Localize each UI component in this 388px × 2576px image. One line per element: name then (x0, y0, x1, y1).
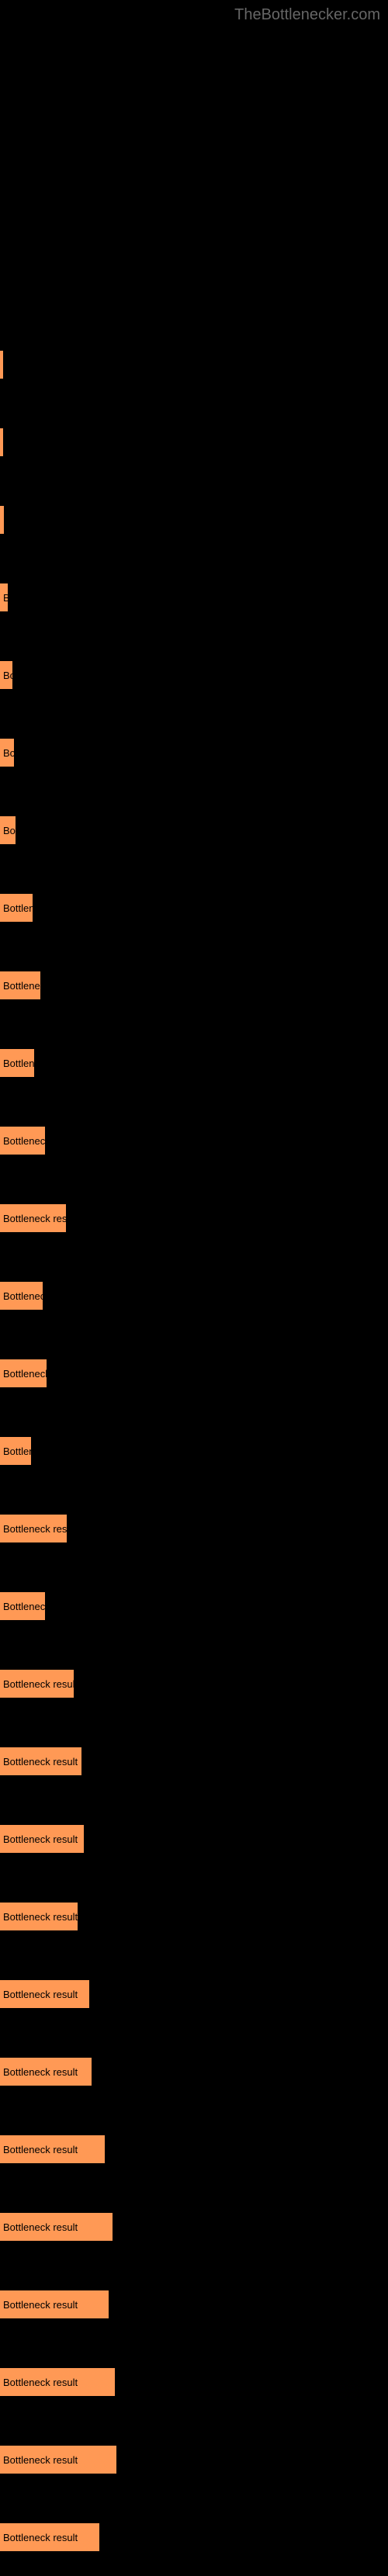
bar-row: Bottleneck result (0, 1645, 388, 1723)
bar-row: Bottlenec (0, 1024, 388, 1102)
chart-bar: Bottleneck result (0, 2135, 105, 2163)
chart-bar: Bo (0, 739, 14, 767)
chart-bar: Bottleneck result (0, 2213, 113, 2241)
chart-bar: Bottleneck result (0, 1903, 78, 1930)
chart-bar: B (0, 583, 8, 611)
chart-bar: Bottleneck res (0, 1592, 45, 1620)
chart-bar: Bottleneck result (0, 1825, 84, 1853)
chart-bar: Bottleneck result (0, 1747, 81, 1775)
bar-row: Bottleneck res (0, 1102, 388, 1179)
chart-bar: Bottleneck re (0, 1282, 43, 1310)
chart-bar: Bottleneck result (0, 2368, 115, 2396)
chart-bar: Bottleneck result (0, 1670, 74, 1698)
bar-row: Bo (0, 791, 388, 869)
bar-row: Bottleneck result (0, 1878, 388, 1955)
bar-row (0, 481, 388, 559)
chart-bar: Bottlen (0, 894, 33, 922)
bar-row: Bottleneck (0, 1412, 388, 1490)
chart-bar: Bottleneck result (0, 2446, 116, 2474)
watermark-text: TheBottlenecker.com (234, 6, 380, 24)
bar-row: Bottleneck result (0, 1723, 388, 1800)
chart-bar: Bottleneck result (0, 2058, 92, 2086)
bar-row: Bo (0, 714, 388, 791)
bar-row: Bottleneck result (0, 1490, 388, 1567)
chart-bar: Bo (0, 816, 16, 844)
chart-bar: Bottleneck result (0, 1204, 66, 1232)
bar-row: Bottlen (0, 869, 388, 947)
bar-row: Bottleneck result (0, 2421, 388, 2498)
bar-row: Bottleneck result (0, 2498, 388, 2576)
chart-bar: Bottleneck resu (0, 1359, 47, 1387)
bar-chart: B Bo Bo Bo Bottlen Bottleneck r Bottlenec Bottl… (0, 0, 388, 2576)
chart-bar (0, 506, 4, 534)
chart-bar: Bottleneck r (0, 971, 40, 999)
bar-row: Bottleneck result (0, 2266, 388, 2343)
chart-bar (0, 351, 3, 379)
bar-row: Bottleneck result (0, 2188, 388, 2266)
chart-bar: Bottleneck result (0, 2523, 99, 2551)
bar-row: Bottleneck result (0, 1955, 388, 2033)
bar-row: Bottleneck r (0, 947, 388, 1024)
chart-bar: Bottlenec (0, 1049, 34, 1077)
chart-bar: Bo (0, 661, 12, 689)
chart-bar: Bottleneck result (0, 2290, 109, 2318)
bar-row: Bottleneck resu (0, 1335, 388, 1412)
bar-row: Bottleneck re (0, 1257, 388, 1335)
chart-bar: Bottleneck result (0, 1515, 67, 1542)
bar-row (0, 326, 388, 403)
bar-row: Bottleneck result (0, 2343, 388, 2421)
chart-bar (0, 428, 3, 456)
bar-row (0, 403, 388, 481)
bar-row: Bo (0, 636, 388, 714)
chart-bar: Bottleneck result (0, 1980, 89, 2008)
chart-bar: Bottleneck (0, 1437, 31, 1465)
bar-row: Bottleneck result (0, 2110, 388, 2188)
bar-row: Bottleneck result (0, 2033, 388, 2110)
bar-row: B (0, 559, 388, 636)
bar-row: Bottleneck res (0, 1567, 388, 1645)
bar-row: Bottleneck result (0, 1179, 388, 1257)
chart-bar: Bottleneck res (0, 1127, 45, 1155)
bar-row: Bottleneck result (0, 1800, 388, 1878)
